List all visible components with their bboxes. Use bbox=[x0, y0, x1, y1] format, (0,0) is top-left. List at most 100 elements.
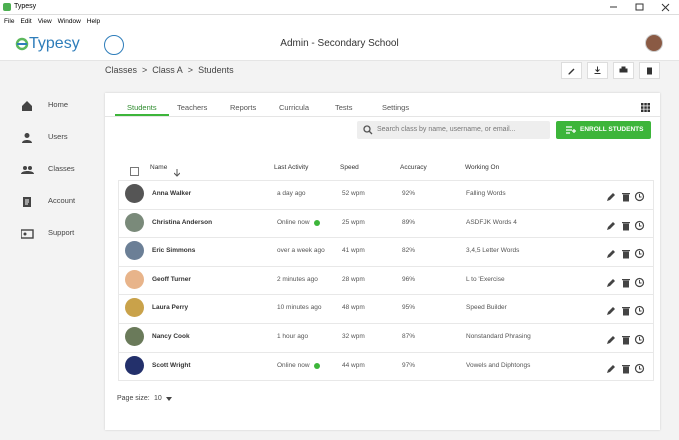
nav-item[interactable]: Account bbox=[48, 196, 75, 205]
online-indicator bbox=[314, 220, 320, 226]
menu-item[interactable]: Help bbox=[87, 18, 100, 25]
edit-button[interactable] bbox=[606, 189, 616, 207]
student-avatar bbox=[125, 327, 144, 346]
table-row bbox=[118, 180, 654, 210]
column-header[interactable]: Last Activity bbox=[274, 164, 308, 171]
accuracy: 97% bbox=[402, 362, 415, 369]
history-button[interactable] bbox=[634, 275, 645, 293]
nav-item[interactable]: Classes bbox=[48, 164, 75, 173]
tab[interactable]: Tests bbox=[335, 103, 353, 112]
student-name[interactable]: Eric Simmons bbox=[152, 247, 195, 254]
history-button[interactable] bbox=[634, 332, 645, 350]
window-title: Typesy bbox=[14, 3, 36, 10]
edit-button[interactable] bbox=[606, 361, 616, 379]
column-header[interactable]: Name bbox=[150, 164, 167, 171]
students-table: Name Last Activity Speed Accuracy Working On… bbox=[118, 158, 653, 383]
student-avatar bbox=[125, 213, 144, 232]
tab[interactable]: Settings bbox=[382, 103, 409, 112]
menu-item[interactable]: File bbox=[4, 18, 14, 25]
column-header[interactable]: Working On bbox=[465, 164, 499, 171]
tab-underline bbox=[115, 114, 169, 116]
edit-button[interactable] bbox=[606, 332, 616, 350]
working-on: L to 'Exercise bbox=[466, 276, 505, 283]
page-size-caret bbox=[166, 397, 172, 401]
history-button[interactable] bbox=[634, 218, 645, 236]
search-icon bbox=[363, 125, 373, 135]
tab[interactable]: Teachers bbox=[177, 103, 207, 112]
student-name[interactable]: Christina Anderson bbox=[152, 219, 212, 226]
column-header[interactable]: Speed bbox=[340, 164, 359, 171]
window-controls[interactable] bbox=[600, 2, 679, 13]
delete-button[interactable] bbox=[621, 361, 631, 379]
column-header[interactable]: Accuracy bbox=[400, 164, 427, 171]
delete-button[interactable] bbox=[621, 332, 631, 350]
last-activity: 10 minutes ago bbox=[277, 304, 321, 311]
toolbar-button[interactable] bbox=[613, 62, 634, 84]
working-on: Vowels and Diphtongs bbox=[466, 362, 530, 369]
sidebar: Home Users Classes Account Support bbox=[0, 90, 95, 290]
tab[interactable]: Curricula bbox=[279, 103, 309, 112]
speed: 28 wpm bbox=[342, 276, 365, 283]
student-name[interactable]: Laura Perry bbox=[152, 304, 188, 311]
nav-icon bbox=[21, 99, 34, 117]
tab[interactable]: Reports bbox=[230, 103, 256, 112]
edit-button[interactable] bbox=[606, 246, 616, 264]
menu-item[interactable]: View bbox=[38, 18, 52, 25]
student-name[interactable]: Scott Wright bbox=[152, 362, 191, 369]
grid-view-button[interactable] bbox=[641, 103, 650, 112]
toolbar-button[interactable] bbox=[561, 62, 582, 84]
page-size-value[interactable]: 10 bbox=[154, 395, 162, 402]
history-button[interactable] bbox=[634, 361, 645, 379]
student-name[interactable]: Geoff Turner bbox=[152, 276, 191, 283]
tab[interactable]: Students bbox=[127, 103, 157, 112]
working-on: Nonstandard Phrasing bbox=[466, 333, 531, 340]
student-name[interactable]: Anna Walker bbox=[152, 190, 191, 197]
student-avatar bbox=[125, 270, 144, 289]
delete-button[interactable] bbox=[621, 218, 631, 236]
delete-button[interactable] bbox=[621, 189, 631, 207]
menu-item[interactable]: Edit bbox=[20, 18, 31, 25]
breadcrumb-item[interactable]: Students bbox=[198, 65, 234, 75]
history-button[interactable] bbox=[634, 246, 645, 264]
breadcrumb-item[interactable]: Classes bbox=[105, 65, 137, 75]
menu-item[interactable]: Window bbox=[58, 18, 81, 25]
select-all-checkbox[interactable] bbox=[130, 163, 139, 181]
edit-button[interactable] bbox=[606, 303, 616, 321]
breadcrumb-separator: > bbox=[142, 65, 147, 75]
last-activity: Online now bbox=[277, 219, 310, 226]
speed: 25 wpm bbox=[342, 219, 365, 226]
edit-button[interactable] bbox=[606, 218, 616, 236]
edit-button[interactable] bbox=[606, 275, 616, 293]
title-bar bbox=[0, 0, 679, 15]
enroll-label: ENROLL STUDENTS bbox=[580, 126, 643, 133]
working-on: Speed Builder bbox=[466, 304, 507, 311]
speed: 41 wpm bbox=[342, 247, 365, 254]
toolbar-button[interactable] bbox=[587, 62, 608, 84]
tabs: Students Teachers Reports Curricula Tests Set… bbox=[105, 98, 660, 117]
table-row bbox=[118, 323, 654, 353]
working-on: Falling Words bbox=[466, 190, 506, 197]
page-size-label: Page size: bbox=[117, 395, 150, 402]
working-on: ASDFJK Words 4 bbox=[466, 219, 517, 226]
accuracy: 92% bbox=[402, 190, 415, 197]
menu-bar: File Edit View Window Help bbox=[0, 15, 679, 28]
table-row bbox=[118, 266, 654, 296]
nav-icon bbox=[21, 163, 34, 181]
nav-item[interactable]: Users bbox=[48, 132, 68, 141]
breadcrumb-item[interactable]: Class A bbox=[152, 65, 183, 75]
accuracy: 95% bbox=[402, 304, 415, 311]
search-placeholder: Search class by name, username, or email… bbox=[377, 126, 516, 133]
delete-button[interactable] bbox=[621, 246, 631, 264]
student-name[interactable]: Nancy Cook bbox=[152, 333, 190, 340]
history-button[interactable] bbox=[634, 303, 645, 321]
delete-button[interactable] bbox=[621, 275, 631, 293]
nav-item[interactable]: Support bbox=[48, 228, 74, 237]
delete-button[interactable] bbox=[621, 303, 631, 321]
toolbar-button[interactable] bbox=[639, 62, 660, 84]
nav-item[interactable]: Home bbox=[48, 100, 68, 109]
table-row bbox=[118, 294, 654, 324]
header-title: Admin - Secondary School bbox=[0, 38, 679, 49]
table-row bbox=[118, 237, 654, 267]
history-button[interactable] bbox=[634, 189, 645, 207]
user-avatar[interactable] bbox=[645, 34, 663, 52]
